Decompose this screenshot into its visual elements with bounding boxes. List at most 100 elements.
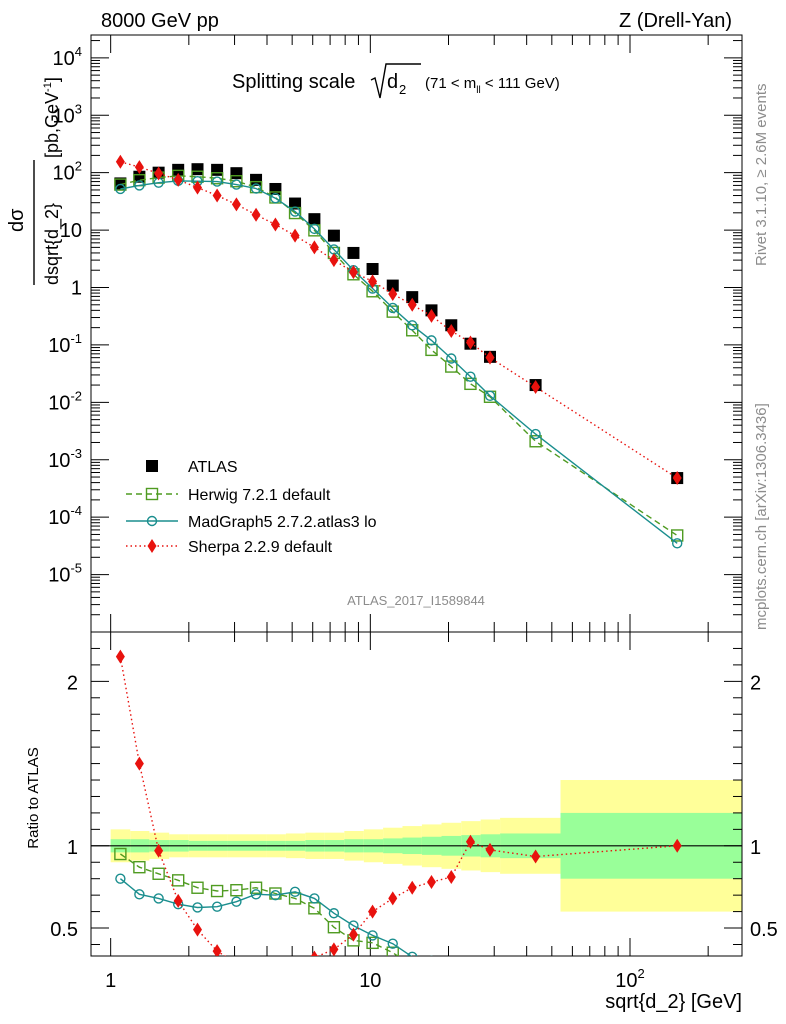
data-point xyxy=(388,287,398,302)
data-point xyxy=(368,904,378,919)
data-point xyxy=(386,305,399,318)
data-point xyxy=(271,965,280,979)
data-point xyxy=(133,860,146,874)
plot-title: Splitting scale d 2 (71 < mll < 111 GeV) xyxy=(232,63,560,99)
data-point xyxy=(288,892,302,905)
legend-label: ATLAS xyxy=(188,459,238,476)
data-point xyxy=(270,889,281,901)
data-point xyxy=(211,901,223,912)
ylabel-denominator: dsqrt{d_2} xyxy=(42,203,63,285)
data-point xyxy=(210,884,224,898)
data-point xyxy=(250,183,262,194)
ratio-y-tick-label-right: 0.5 xyxy=(750,919,778,941)
data-point xyxy=(386,946,399,956)
data-point xyxy=(407,320,418,331)
data-point xyxy=(531,983,540,992)
y-tick-label: 102 xyxy=(53,159,82,185)
legend-marker xyxy=(147,539,157,553)
data-point xyxy=(447,962,456,971)
y-tick-label: 10-5 xyxy=(48,561,82,587)
data-point xyxy=(426,874,436,889)
title-cut: (71 < mll < 111 GeV) xyxy=(425,75,560,96)
series-sherpa-2-2-9-default xyxy=(115,154,682,486)
data-point xyxy=(230,884,243,897)
ratio-y-tick-label-right: 2 xyxy=(750,672,761,694)
sqrt-sign xyxy=(370,63,421,99)
data-point xyxy=(289,206,301,217)
data-point xyxy=(192,902,203,913)
legend-marker xyxy=(146,460,158,472)
data-point xyxy=(173,172,183,187)
data-point xyxy=(251,207,261,222)
legend-label: MadGraph5 2.7.2.atlas3 lo xyxy=(188,514,377,531)
data-point xyxy=(327,229,340,242)
data-point xyxy=(211,176,223,187)
data-point xyxy=(407,880,417,895)
data-point xyxy=(529,435,542,448)
data-point xyxy=(407,960,418,971)
data-point xyxy=(466,962,475,971)
data-point xyxy=(309,240,319,255)
data-point xyxy=(366,263,379,276)
data-point xyxy=(366,936,379,950)
data-point xyxy=(329,253,339,268)
data-point xyxy=(387,302,398,314)
data-point xyxy=(485,350,495,365)
data-point xyxy=(367,930,378,941)
data-point xyxy=(115,873,126,884)
data-point xyxy=(465,335,475,350)
data-point xyxy=(309,893,320,904)
data-point xyxy=(115,183,126,195)
data-point xyxy=(191,163,204,176)
data-point xyxy=(426,971,437,982)
data-point xyxy=(115,154,125,169)
data-point xyxy=(211,163,224,176)
data-point xyxy=(328,908,340,919)
series-line xyxy=(120,180,678,544)
data-point xyxy=(134,889,145,900)
data-point xyxy=(530,988,541,999)
y-tick-label: 103 xyxy=(53,101,82,127)
data-point xyxy=(386,279,399,292)
x-tick-label: 10 xyxy=(359,970,381,992)
ratio-series xyxy=(114,649,682,999)
data-point xyxy=(230,175,243,188)
title-main: Splitting scale xyxy=(232,71,355,93)
mcplots-label: mcplots.cern.ch [arXiv:1306.3436] xyxy=(753,403,770,630)
ylabel-units: [pb,GeV-1] xyxy=(42,77,62,158)
data-point xyxy=(114,177,127,190)
x-tick-label: 102 xyxy=(615,966,644,992)
data-point xyxy=(531,379,541,394)
data-point xyxy=(465,834,475,849)
analysis-watermark: ATLAS_2017_I1589844 xyxy=(347,593,485,608)
y-tick-label: 10-1 xyxy=(48,331,82,357)
ratio-y-tick-label: 2 xyxy=(67,672,78,694)
data-point xyxy=(486,971,495,980)
series-line xyxy=(120,161,678,479)
data-point xyxy=(406,291,419,304)
x-axis-label: sqrt{d_2} [GeV] xyxy=(605,991,742,1013)
data-point xyxy=(672,538,683,549)
data-point xyxy=(672,838,682,853)
series-line xyxy=(120,175,678,537)
data-point xyxy=(289,886,301,898)
y-tick-label: 10-4 xyxy=(48,503,82,529)
y-tick-label: 10-3 xyxy=(48,446,82,472)
data-point xyxy=(310,950,318,956)
data-point xyxy=(407,297,417,312)
data-point xyxy=(426,308,436,323)
data-point xyxy=(231,197,241,212)
data-point xyxy=(329,942,339,956)
data-point xyxy=(446,870,456,885)
data-point xyxy=(530,428,541,440)
data-point xyxy=(347,246,360,259)
data-point xyxy=(231,896,242,907)
axis-ticks xyxy=(91,35,742,956)
data-point xyxy=(212,944,222,956)
data-point xyxy=(270,217,280,232)
legend: ATLAS Herwig 7.2.1 default MadGraph5 2.7.2… xyxy=(126,459,377,556)
data-point xyxy=(445,360,458,373)
data-point xyxy=(484,390,496,401)
data-point xyxy=(485,972,496,983)
data-point xyxy=(171,874,185,887)
